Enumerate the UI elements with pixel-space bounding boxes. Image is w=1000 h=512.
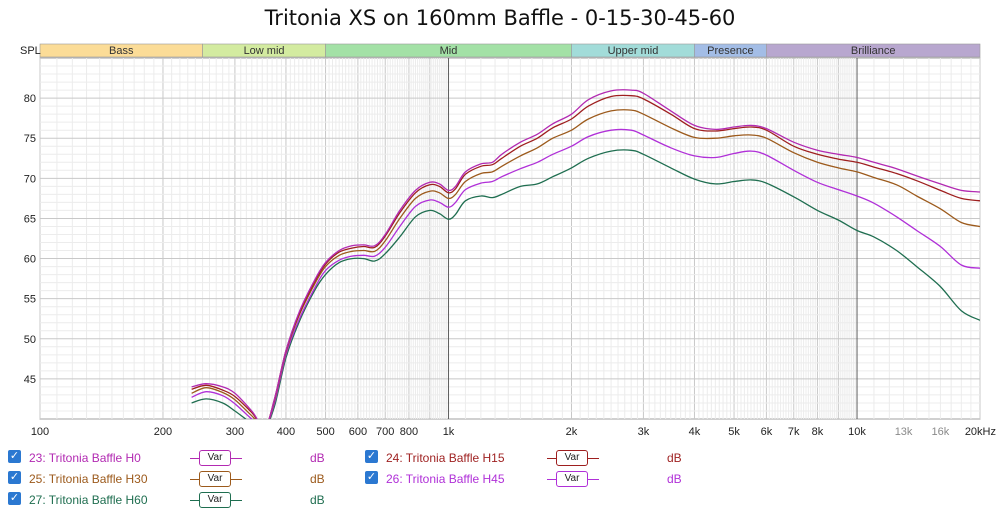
legend-var-button[interactable]: Var bbox=[556, 450, 588, 466]
y-tick-label: 50 bbox=[24, 334, 36, 346]
legend-checkbox[interactable]: ✓ bbox=[8, 450, 21, 463]
x-tick-label: 500 bbox=[316, 426, 334, 438]
legend-var-button[interactable]: Var bbox=[199, 471, 231, 487]
band-strip: Bass Low mid Mid Upper mid Presence Brillianc… bbox=[39, 43, 981, 58]
y-tick-label: 70 bbox=[24, 173, 36, 185]
y-tick-label: 55 bbox=[24, 294, 36, 306]
legend-series-name: 26: Tritonia Baffle H45 bbox=[386, 472, 505, 486]
x-tick-label: 8k bbox=[812, 426, 824, 438]
x-tick-label: 13k bbox=[895, 426, 913, 438]
y-tick-label: 75 bbox=[24, 133, 36, 145]
band-brilliance bbox=[766, 43, 981, 58]
y-tick-label: 60 bbox=[24, 254, 36, 266]
x-tick-label: 300 bbox=[226, 426, 244, 438]
band-label: Mid bbox=[440, 45, 458, 57]
y-tick-label: 80 bbox=[24, 93, 36, 105]
legend-unit: dB bbox=[310, 493, 325, 507]
x-tick-label: 400 bbox=[277, 426, 295, 438]
plot-area bbox=[39, 57, 981, 420]
legend-unit: dB bbox=[310, 451, 325, 465]
grid bbox=[39, 58, 981, 419]
legend-series-name: 27: Tritonia Baffle H60 bbox=[29, 493, 148, 507]
x-tick-label: 1k bbox=[443, 426, 455, 438]
band-label: Presence bbox=[707, 45, 753, 57]
x-tick-label: 4k bbox=[689, 426, 701, 438]
legend-var-button[interactable]: Var bbox=[199, 450, 231, 466]
x-tick-label: 16k bbox=[932, 426, 950, 438]
y-tick-label: 65 bbox=[24, 213, 36, 225]
series-line-26 bbox=[191, 128, 980, 419]
x-tick-label: 3k bbox=[638, 426, 650, 438]
legend-unit: dB bbox=[310, 472, 325, 486]
band-label: Upper mid bbox=[608, 45, 659, 57]
x-tick-label: 600 bbox=[349, 426, 367, 438]
band-label: Low mid bbox=[244, 45, 285, 57]
legend-item: ✓ 24: Tritonia Baffle H15 Var dB bbox=[365, 448, 695, 468]
legend-series-name: 23: Tritonia Baffle H0 bbox=[29, 451, 141, 465]
x-tick-label: 10k bbox=[848, 426, 866, 438]
legend-checkbox[interactable]: ✓ bbox=[8, 492, 21, 505]
series-line-23 bbox=[191, 89, 980, 419]
x-tick-label: 2k bbox=[566, 426, 578, 438]
legend-checkbox[interactable]: ✓ bbox=[365, 471, 378, 484]
x-tick-label: 20kHz bbox=[965, 426, 996, 438]
chart-title: Tritonia XS on 160mm Baffle - 0-15-30-45… bbox=[264, 6, 736, 30]
frequency-response-chart: Bass Low mid Mid Upper mid Presence Brillianc… bbox=[20, 43, 996, 438]
legend-series-name: 24: Tritonia Baffle H15 bbox=[386, 451, 505, 465]
legend-checkbox[interactable]: ✓ bbox=[365, 450, 378, 463]
x-tick-label: 7k bbox=[788, 426, 800, 438]
legend-var-button[interactable]: Var bbox=[556, 471, 588, 487]
y-axis-label: SPL bbox=[20, 45, 41, 57]
legend-series-name: 25: Tritonia Baffle H30 bbox=[29, 472, 148, 486]
legend-item: ✓ 27: Tritonia Baffle H60 Var dB bbox=[8, 490, 338, 510]
series-line-25 bbox=[191, 109, 980, 419]
legend-var-button[interactable]: Var bbox=[199, 492, 231, 508]
x-tick-label: 700 bbox=[376, 426, 394, 438]
legend: ✓ 23: Tritonia Baffle H0 Var dB ✓ 24: Tritoni… bbox=[0, 448, 1000, 512]
x-tick-label: 5k bbox=[728, 426, 740, 438]
x-tick-label: 6k bbox=[761, 426, 773, 438]
series-line-27 bbox=[191, 149, 980, 419]
band-label: Bass bbox=[109, 45, 134, 57]
x-tick-label: 200 bbox=[154, 426, 172, 438]
legend-checkbox[interactable]: ✓ bbox=[8, 471, 21, 484]
x-tick-label: 100 bbox=[31, 426, 49, 438]
legend-unit: dB bbox=[667, 472, 682, 486]
legend-item: ✓ 23: Tritonia Baffle H0 Var dB bbox=[8, 448, 338, 468]
legend-unit: dB bbox=[667, 451, 682, 465]
y-tick-label: 45 bbox=[24, 374, 36, 386]
series-group bbox=[191, 89, 980, 419]
band-label: Brilliance bbox=[851, 45, 896, 57]
legend-item: ✓ 25: Tritonia Baffle H30 Var dB bbox=[8, 469, 338, 489]
legend-item: ✓ 26: Tritonia Baffle H45 Var dB bbox=[365, 469, 695, 489]
x-tick-label: 800 bbox=[400, 426, 418, 438]
